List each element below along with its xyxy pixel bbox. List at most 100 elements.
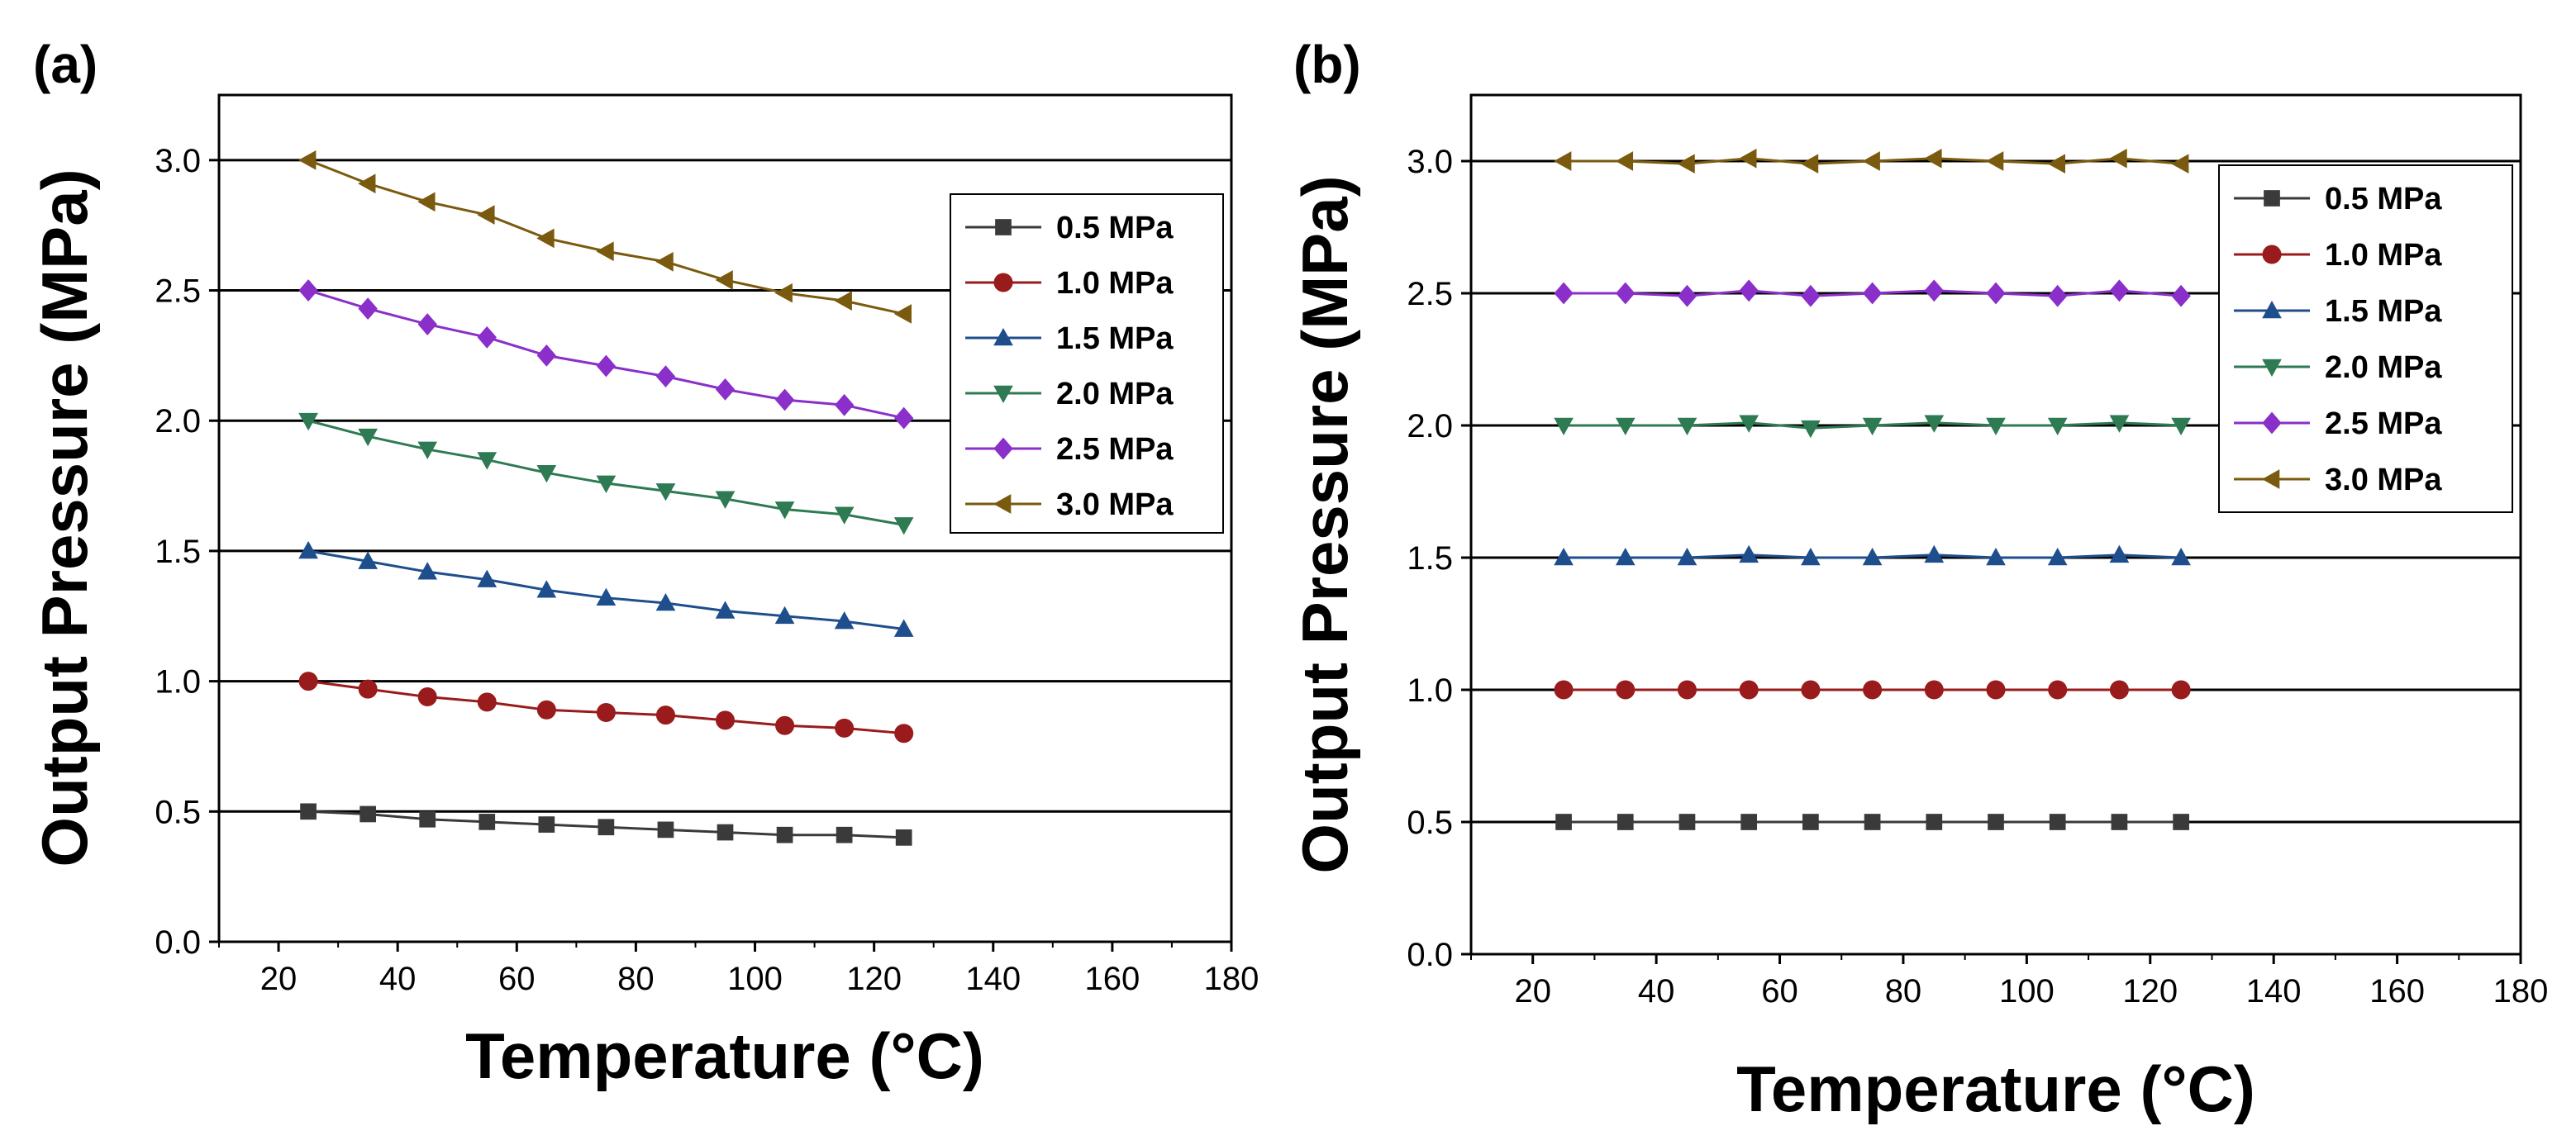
y-axis-title-b: Output Pressure (MPa): [1288, 175, 1361, 873]
data-point: [477, 452, 498, 470]
data-point: [1554, 680, 1574, 700]
x-tick-label: 120: [846, 961, 902, 997]
legend-box-b: [2218, 164, 2513, 513]
data-point: [2109, 680, 2129, 700]
x-tick-label: 140: [965, 961, 1021, 997]
data-point: [1739, 680, 1759, 700]
data-point: [477, 569, 498, 587]
legend-marker: [2261, 469, 2280, 489]
plot-frame-b: [1469, 93, 2522, 956]
data-point: [1985, 151, 2004, 171]
legend-label: 1.0 MPa: [2325, 238, 2442, 273]
data-point: [598, 819, 615, 836]
y-tick-label: 3.0: [155, 143, 201, 179]
data-point: [2171, 417, 2191, 436]
data-point: [358, 173, 376, 194]
data-point: [417, 313, 437, 335]
data-point: [417, 192, 436, 212]
x-tick-label: 60: [498, 961, 536, 997]
data-point: [2047, 417, 2068, 436]
data-point: [655, 365, 676, 388]
legend-label: 3.0 MPa: [1056, 487, 1174, 522]
data-point: [1863, 680, 1883, 700]
data-point: [893, 304, 912, 324]
x-tick-label: 120: [2122, 973, 2178, 1010]
x-tick-label: 80: [1885, 973, 1922, 1010]
chart-panel-b: (b) 0.0 0.5 1.0 1.5 2.0 2.5 3.0 20 40 60 80 100 120…: [1288, 35, 2548, 1125]
data-point: [1924, 544, 1945, 563]
data-point: [1739, 279, 1759, 302]
data-point: [538, 816, 555, 833]
data-point: [536, 700, 556, 720]
data-point: [834, 506, 855, 525]
data-point: [836, 826, 853, 843]
x-tick-label: 20: [260, 961, 298, 997]
legend-marker: [2262, 411, 2282, 435]
data-point: [1986, 547, 2006, 566]
data-point: [893, 517, 914, 535]
data-point: [298, 150, 317, 170]
data-point: [1616, 282, 1636, 305]
x-tick-label: 100: [727, 961, 783, 997]
data-point: [715, 601, 736, 619]
legend-a: 0.5 MPa 1.0 MPa 1.5 MPa 2.0 MPa 2.5 MPa 3.0 M…: [950, 193, 1224, 534]
legend-marker: [993, 327, 1013, 346]
x-tick-label: 20: [1514, 973, 1551, 1010]
data-point: [1924, 148, 1942, 169]
legend-marker: [2264, 190, 2280, 207]
data-point: [1986, 417, 2006, 436]
x-axis-title-b: Temperature (°C): [1736, 1052, 2255, 1125]
data-point: [1554, 547, 1574, 566]
data-point: [776, 826, 793, 843]
data-point: [716, 710, 735, 730]
x-tick-label: 40: [1638, 973, 1675, 1010]
data-point: [2171, 154, 2189, 174]
data-point: [1678, 814, 1696, 830]
data-point: [715, 491, 736, 509]
data-point: [2111, 814, 2128, 830]
series-group-a: [298, 150, 914, 846]
legend-label: 0.5 MPa: [2325, 182, 2442, 216]
data-point: [1677, 547, 1697, 566]
series-line: [307, 289, 904, 420]
data-point: [298, 412, 318, 431]
data-point: [596, 587, 617, 606]
data-point: [479, 814, 496, 830]
legend-marker: [2262, 359, 2282, 378]
data-point: [596, 241, 614, 262]
data-point: [358, 297, 378, 321]
y-tick-label: 3.0: [1407, 144, 1453, 180]
data-point: [298, 279, 318, 302]
data-point: [715, 270, 733, 290]
data-point: [536, 580, 557, 598]
panel-label-a: (a): [33, 35, 98, 94]
legend-b: 0.5 MPa 1.0 MPa 1.5 MPa 2.0 MPa 2.5 MPa 3.0 M…: [2218, 164, 2513, 513]
data-point: [1554, 151, 1572, 171]
legend-marker: [993, 273, 1013, 292]
data-point: [774, 501, 795, 520]
legend-marker: [2262, 300, 2282, 319]
x-tick-label: 160: [2369, 973, 2425, 1010]
legend-label: 1.0 MPa: [1056, 266, 1174, 301]
x-tick-label: 60: [1761, 973, 1798, 1010]
data-point: [1554, 417, 1574, 436]
data-point: [2171, 284, 2191, 307]
data-point: [1615, 547, 1636, 566]
series-group-b: [1554, 148, 2191, 830]
data-point: [834, 611, 855, 630]
y-tick-label: 0.0: [155, 924, 201, 961]
data-point: [359, 805, 376, 823]
data-point: [417, 687, 437, 707]
data-point: [477, 325, 497, 349]
series-line: [307, 419, 904, 526]
x-ticks-b: 20 40 60 80 100 120 140 160 180: [1470, 954, 2548, 1010]
data-point: [775, 715, 795, 735]
y-tick-label: 1.5: [155, 534, 201, 570]
y-tick-label: 2.5: [155, 273, 201, 310]
data-point: [1801, 547, 1821, 566]
legend-label: 3.0 MPa: [2325, 463, 2442, 497]
data-point: [1677, 284, 1697, 307]
legend-label: 2.0 MPa: [1056, 377, 1174, 411]
data-point: [2048, 284, 2068, 307]
